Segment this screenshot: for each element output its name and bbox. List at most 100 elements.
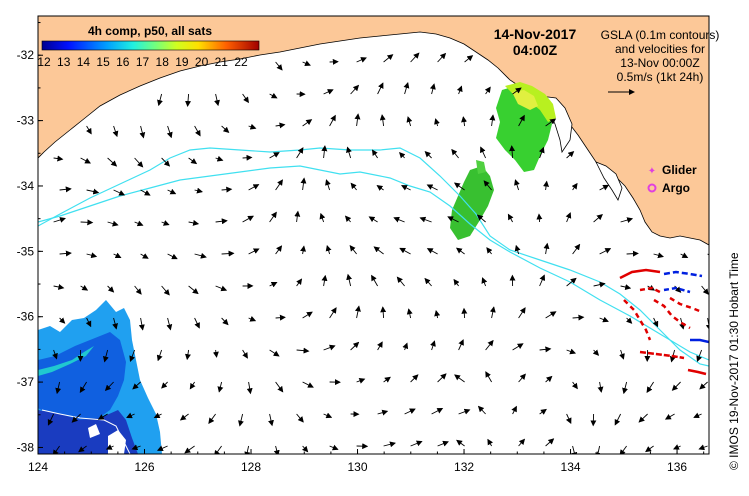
velocity-arrow	[59, 186, 72, 193]
velocity-arrow	[622, 381, 628, 395]
velocity-arrow	[545, 375, 553, 383]
velocity-arrow	[571, 381, 578, 390]
velocity-arrow	[78, 445, 87, 453]
velocity-arrow	[545, 118, 557, 127]
info-box: GSLA (0.1m contours) and velocities for …	[601, 28, 720, 95]
x-tick-label: 124	[28, 460, 48, 474]
velocity-arrow	[543, 242, 550, 255]
velocity-arrow	[619, 349, 625, 360]
velocity-arrow	[672, 444, 681, 450]
velocity-arrow	[319, 212, 326, 223]
velocity-arrow	[565, 212, 572, 223]
velocity-arrow	[112, 125, 119, 138]
velocity-arrow	[614, 413, 622, 426]
velocity-arrow	[379, 114, 386, 127]
velocity-arrow	[97, 413, 108, 420]
velocity-arrow	[248, 248, 260, 255]
velocity-arrow	[302, 381, 314, 388]
y-tick-label: -35	[17, 244, 35, 258]
velocity-arrow	[208, 413, 216, 425]
velocity-arrow	[536, 213, 543, 223]
velocity-vector-field	[47, 52, 709, 454]
velocity-arrow	[696, 349, 703, 363]
velocity-arrow	[464, 55, 474, 63]
velocity-arrow	[489, 114, 496, 127]
velocity-arrow	[356, 378, 366, 384]
velocity-arrow	[693, 412, 702, 419]
velocity-arrow	[221, 250, 235, 257]
velocity-arrow	[161, 381, 168, 389]
velocity-arrow	[476, 214, 486, 223]
velocity-arrow	[599, 248, 612, 255]
velocity-arrow	[350, 182, 357, 191]
info-line-1: GSLA (0.1m contours)	[601, 28, 720, 42]
velocity-arrow	[325, 179, 331, 191]
velocity-arrow	[296, 147, 304, 159]
velocity-arrow	[571, 182, 578, 191]
velocity-arrow	[489, 306, 496, 319]
sst-patch-shelf	[450, 160, 494, 240]
colorbar-labels: 12 13 14 15 16 17 18 19 20 21 22	[37, 55, 248, 69]
gsla-contour-north	[38, 147, 709, 367]
velocity-arrow	[518, 438, 526, 447]
velocity-arrow	[406, 308, 413, 319]
velocity-arrow	[406, 116, 413, 127]
colorbar-label: 21	[215, 55, 229, 69]
colorbar-label: 20	[195, 55, 209, 69]
velocity-arrow	[215, 155, 224, 162]
velocity-arrow	[518, 114, 525, 127]
velocity-arrow	[431, 408, 444, 415]
y-tick-label: -37	[17, 375, 35, 389]
velocity-arrow	[383, 376, 391, 383]
velocity-arrow	[396, 276, 405, 287]
velocity-arrow	[112, 317, 118, 330]
velocity-arrow	[194, 252, 207, 259]
velocity-arrow	[538, 146, 545, 159]
velocity-arrow	[113, 252, 122, 258]
y-axis: -32 -33 -34 -35 -36 -37 -38	[17, 22, 43, 454]
velocity-arrow	[53, 155, 64, 162]
velocity-arrow	[514, 179, 520, 191]
velocity-arrow	[79, 381, 87, 394]
velocity-arrow	[329, 114, 336, 127]
velocity-arrow	[461, 116, 467, 127]
velocity-arrow	[368, 216, 378, 223]
velocity-arrow	[346, 146, 352, 159]
x-tick-label: 128	[241, 460, 261, 474]
velocity-arrow	[107, 285, 115, 293]
velocity-arrow	[188, 219, 200, 226]
velocity-arrow	[565, 413, 572, 425]
velocity-arrow	[269, 92, 278, 99]
gulf-st-vincent	[595, 161, 623, 201]
velocity-arrow	[698, 444, 708, 451]
velocity-arrow	[221, 125, 230, 133]
velocity-arrow	[404, 408, 416, 415]
velocity-arrow	[620, 217, 634, 223]
velocity-arrow	[566, 277, 577, 287]
velocity-arrow	[638, 413, 648, 423]
velocity-arrow	[157, 93, 163, 107]
velocity-arrow	[507, 213, 514, 223]
velocity-arrow	[626, 250, 639, 257]
velocity-arrow	[184, 445, 195, 454]
velocity-arrow	[269, 349, 280, 357]
velocity-arrow	[242, 215, 254, 223]
velocity-arrow	[188, 285, 199, 295]
velocity-arrow	[377, 409, 389, 416]
velocity-arrow	[104, 381, 114, 392]
y-tick-label: -34	[17, 179, 35, 193]
velocity-arrow	[401, 185, 411, 191]
velocity-arrow	[399, 247, 411, 255]
velocity-arrow	[59, 250, 72, 257]
colorbar-label: 13	[57, 55, 71, 69]
colorbar-label: 18	[156, 55, 170, 69]
velocity-arrow	[383, 441, 396, 448]
velocity-arrow	[437, 373, 447, 383]
velocity-arrow	[244, 445, 251, 454]
colorbar-label: 16	[116, 55, 130, 69]
velocity-arrow	[126, 412, 135, 419]
velocity-arrow	[321, 145, 328, 159]
glider-marker-icon: ✦	[648, 166, 656, 177]
velocity-arrow	[646, 381, 654, 393]
